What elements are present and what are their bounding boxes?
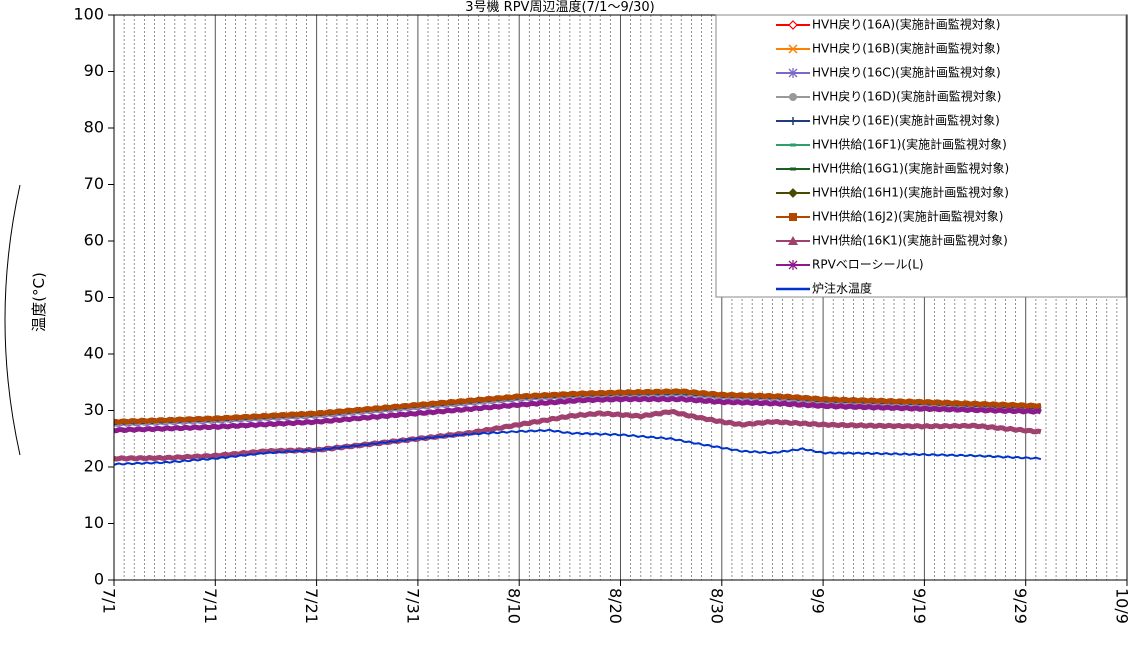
y-axis-label: 温度(°C) <box>30 272 48 332</box>
legend-label: HVH戻り(16C)(実施計画監視対象) <box>812 65 1001 80</box>
y-tick-label: 70 <box>84 174 104 193</box>
series-line <box>113 428 1042 466</box>
legend-label: HVH戻り(16A)(実施計画監視対象) <box>812 17 1000 32</box>
legend-label: HVH供給(16H1)(実施計画監視対象) <box>812 185 1009 200</box>
legend-marker <box>790 143 796 147</box>
y-tick-label: 60 <box>84 231 104 250</box>
legend-item: HVH戻り(16B)(実施計画監視対象) <box>776 41 1001 56</box>
y-axis-bracket-decoration <box>4 184 21 456</box>
legend-item: HVH戻り(16A)(実施計画監視対象) <box>776 17 1000 32</box>
legend-marker <box>788 236 798 245</box>
legend-label: HVH供給(16G1)(実施計画監視対象) <box>812 161 1009 176</box>
y-tick-label: 100 <box>73 5 104 24</box>
y-tick-label: 40 <box>84 344 104 363</box>
legend-item: HVH供給(16G1)(実施計画監視対象) <box>776 161 1009 176</box>
legend-marker <box>788 188 798 198</box>
legend-item: HVH供給(16H1)(実施計画監視対象) <box>776 185 1009 200</box>
legend-marker <box>790 167 796 171</box>
x-tick-label: 9/29 <box>1011 588 1030 624</box>
x-tick-label: 8/20 <box>606 588 625 624</box>
y-tick-label: 90 <box>84 61 104 80</box>
legend-label: HVH供給(16F1)(実施計画監視対象) <box>812 137 1007 152</box>
legend-label: HVH戻り(16E)(実施計画監視対象) <box>812 113 1000 128</box>
legend-label: HVH戻り(16D)(実施計画監視対象) <box>812 89 1002 104</box>
series-line <box>113 396 1042 434</box>
x-tick-label: 8/30 <box>707 588 726 624</box>
legend-item: HVH供給(16K1)(実施計画監視対象) <box>776 233 1008 248</box>
legend-marker <box>789 117 797 125</box>
y-tick-label: 10 <box>84 513 104 532</box>
x-tick-label: 9/9 <box>809 588 828 614</box>
x-tick-label: 7/1 <box>100 588 119 614</box>
y-tick-label: 80 <box>84 118 104 137</box>
legend-box <box>715 14 1127 298</box>
chart-title: 3号機 RPV周辺温度(7/1〜9/30) <box>465 0 654 15</box>
x-tick-label: 9/19 <box>910 588 929 624</box>
y-axis-ticks: 0 10 20 30 40 50 60 70 80 90 100 <box>73 5 114 589</box>
x-tick-label: 7/11 <box>201 588 220 624</box>
y-tick-label: 20 <box>84 457 104 476</box>
x-tick-label: 7/31 <box>403 588 422 624</box>
legend-marker <box>789 93 797 101</box>
legend-marker <box>788 260 798 270</box>
legend-item: RPVベローシール(L) <box>776 258 924 272</box>
legend-label: 炉注水温度 <box>812 281 872 296</box>
legend-item: HVH供給(16J2)(実施計画監視対象) <box>776 209 1003 224</box>
legend-marker <box>788 68 798 78</box>
legend-label: HVH供給(16K1)(実施計画監視対象) <box>812 233 1008 248</box>
legend-item: HVH戻り(16C)(実施計画監視対象) <box>776 65 1001 80</box>
x-tick-label: 10/9 <box>1113 588 1132 624</box>
legend-marker <box>788 44 798 54</box>
x-axis-ticks: 7/1 7/11 7/21 7/31 8/10 8/20 8/30 9/9 9/19 9/29 10… <box>100 580 1132 624</box>
x-tick-label: 7/21 <box>302 588 321 624</box>
y-tick-label: 0 <box>94 570 104 589</box>
legend-label: HVH戻り(16B)(実施計画監視対象) <box>812 41 1001 56</box>
legend-marker <box>789 213 797 221</box>
y-tick-label: 50 <box>84 287 104 306</box>
legend-item: HVH供給(16F1)(実施計画監視対象) <box>776 137 1007 152</box>
y-tick-label: 30 <box>84 400 104 419</box>
x-tick-label: 8/10 <box>505 588 524 624</box>
legend-item: 炉注水温度 <box>776 281 872 296</box>
legend-item: HVH戻り(16E)(実施計画監視対象) <box>776 113 1000 128</box>
legend-marker <box>788 20 798 30</box>
legend: HVH戻り(16A)(実施計画監視対象) HVH戻り(16B)(実施計画監視対象)… <box>715 14 1127 298</box>
legend-item: HVH戻り(16D)(実施計画監視対象) <box>776 89 1002 104</box>
series-layer <box>113 388 1042 466</box>
legend-label: RPVベローシール(L) <box>812 258 924 272</box>
legend-label: HVH供給(16J2)(実施計画監視対象) <box>812 209 1003 224</box>
series-line <box>113 388 1042 425</box>
